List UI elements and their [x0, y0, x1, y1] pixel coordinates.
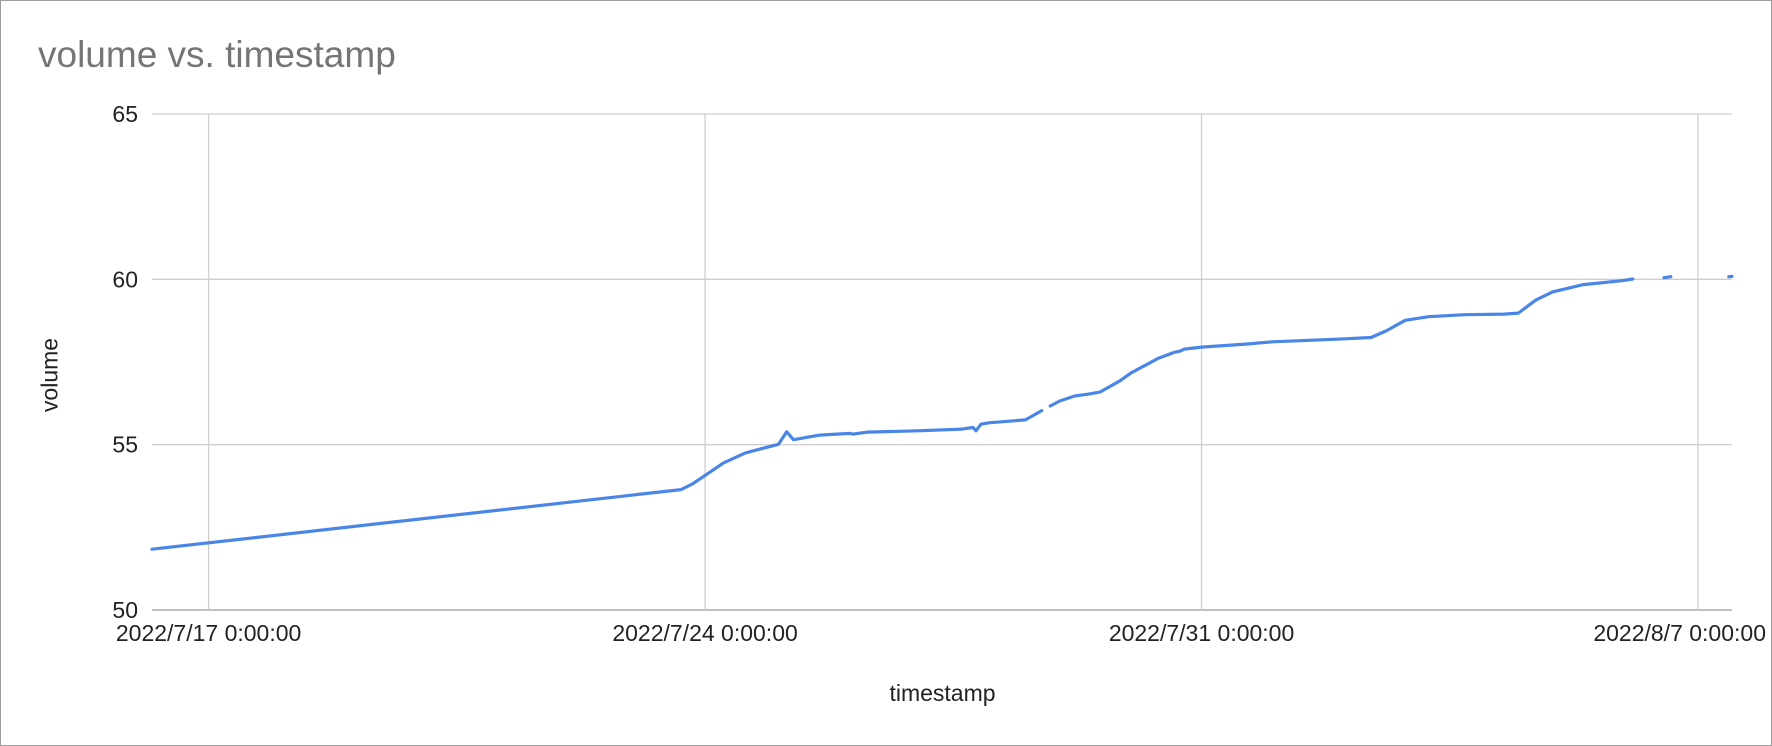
series-line-segment — [1662, 275, 1673, 280]
series-volume — [150, 274, 1734, 551]
y-tick-label: 50 — [112, 597, 138, 623]
x-axis-ticks: 2022/7/17 0:00:00 2022/7/24 0:00:00 2022/7… — [116, 620, 1766, 646]
x-tick-label: 2022/8/7 0:00:00 — [1593, 620, 1766, 646]
series-line-segment — [150, 409, 1044, 551]
y-axis-label: volume — [36, 337, 63, 413]
series-line-segment — [1048, 277, 1635, 408]
y-tick-label: 55 — [112, 432, 138, 458]
x-tick-label: 2022/7/24 0:00:00 — [612, 620, 797, 646]
y-axis-ticks: 50 55 60 65 — [112, 101, 138, 623]
y-tick-label: 60 — [112, 266, 138, 292]
gridlines — [152, 113, 1732, 611]
x-tick-label: 2022/7/31 0:00:00 — [1109, 620, 1294, 646]
y-tick-label: 65 — [112, 101, 138, 127]
x-tick-label: 2022/7/17 0:00:00 — [116, 620, 301, 646]
chart-title: volume vs. timestamp — [38, 34, 396, 75]
x-axis-label: timestamp — [889, 680, 996, 706]
